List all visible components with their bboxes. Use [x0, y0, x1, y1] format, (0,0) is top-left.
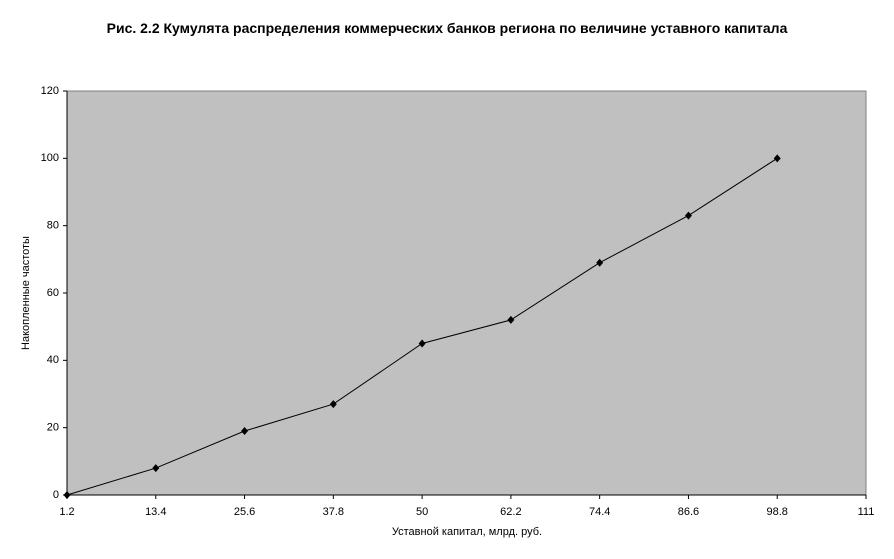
marker — [418, 339, 426, 348]
y-tick-label: 120 — [41, 85, 59, 97]
y-tick-label: 60 — [47, 287, 59, 299]
y-tick-label: 20 — [47, 422, 59, 434]
y-tick-label: 80 — [47, 220, 59, 232]
x-tick-label: 13.4 — [145, 506, 166, 518]
x-tick-label: 111 — [858, 506, 875, 518]
marker — [63, 491, 71, 499]
x-tick-label: 37.8 — [323, 506, 344, 518]
x-tick-label: 25.6 — [234, 506, 255, 518]
x-tick-label: 1.2 — [59, 506, 74, 518]
x-tick-label: 98.8 — [767, 506, 788, 518]
chart-title: Рис. 2.2 Кумулята распределения коммерче… — [106, 20, 788, 36]
plot-area — [66, 90, 867, 496]
marker — [684, 211, 692, 220]
x-axis-label: Уставной капитал, млрд. руб. — [392, 526, 542, 538]
y-tick-label: 100 — [41, 152, 59, 164]
marker — [507, 315, 515, 324]
y-axis-label: Накопленные частоты — [20, 236, 32, 350]
marker — [152, 464, 160, 473]
y-tick-label: 0 — [53, 489, 59, 501]
y-tick-label: 40 — [47, 354, 59, 366]
marker — [241, 427, 249, 436]
x-tick-label: 74.4 — [589, 506, 610, 518]
marker — [329, 400, 337, 409]
x-tick-label: 86.6 — [678, 506, 699, 518]
marker — [596, 258, 604, 267]
marker — [773, 154, 781, 163]
x-tick-label: 50 — [416, 506, 428, 518]
x-tick-label: 62.2 — [500, 506, 521, 518]
